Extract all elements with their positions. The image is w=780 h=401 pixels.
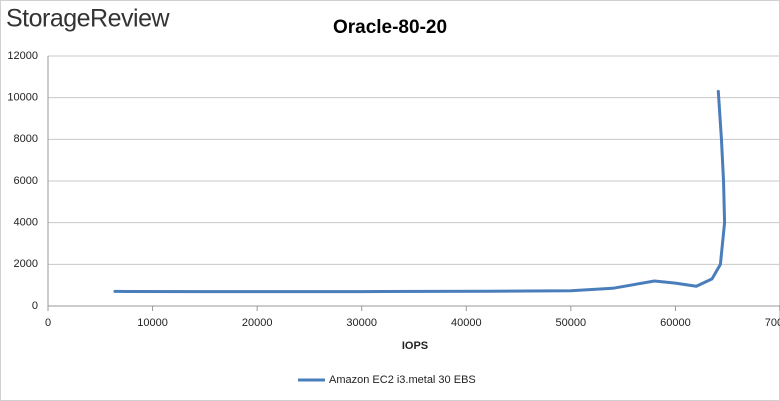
x-tick-label: 0: [45, 317, 51, 329]
series-line: [113, 89, 727, 294]
y-tick-label: 12000: [7, 50, 38, 62]
y-tick-label: 10000: [7, 92, 38, 104]
logo: StorageReview: [6, 5, 170, 33]
x-tick-label: 40000: [451, 317, 482, 329]
y-tick-label: 0: [32, 300, 38, 312]
x-axis-label: IOPS: [402, 340, 428, 352]
x-tick-label: 60000: [660, 317, 691, 329]
y-tick-label: 6000: [14, 175, 38, 187]
legend-label: Amazon EC2 i3.metal 30 EBS: [329, 374, 476, 386]
x-tick-label: 20000: [242, 317, 273, 329]
x-tick-label: 30000: [346, 317, 377, 329]
x-tick-label: 70000: [765, 317, 780, 329]
y-tick-label: 8000: [14, 133, 38, 145]
chart-title: Oracle-80-20: [333, 17, 447, 38]
y-tick-label: 4000: [14, 217, 38, 229]
x-tick-label: 10000: [137, 317, 168, 329]
y-tick-label: 2000: [14, 258, 38, 270]
x-tick-label: 50000: [556, 317, 587, 329]
